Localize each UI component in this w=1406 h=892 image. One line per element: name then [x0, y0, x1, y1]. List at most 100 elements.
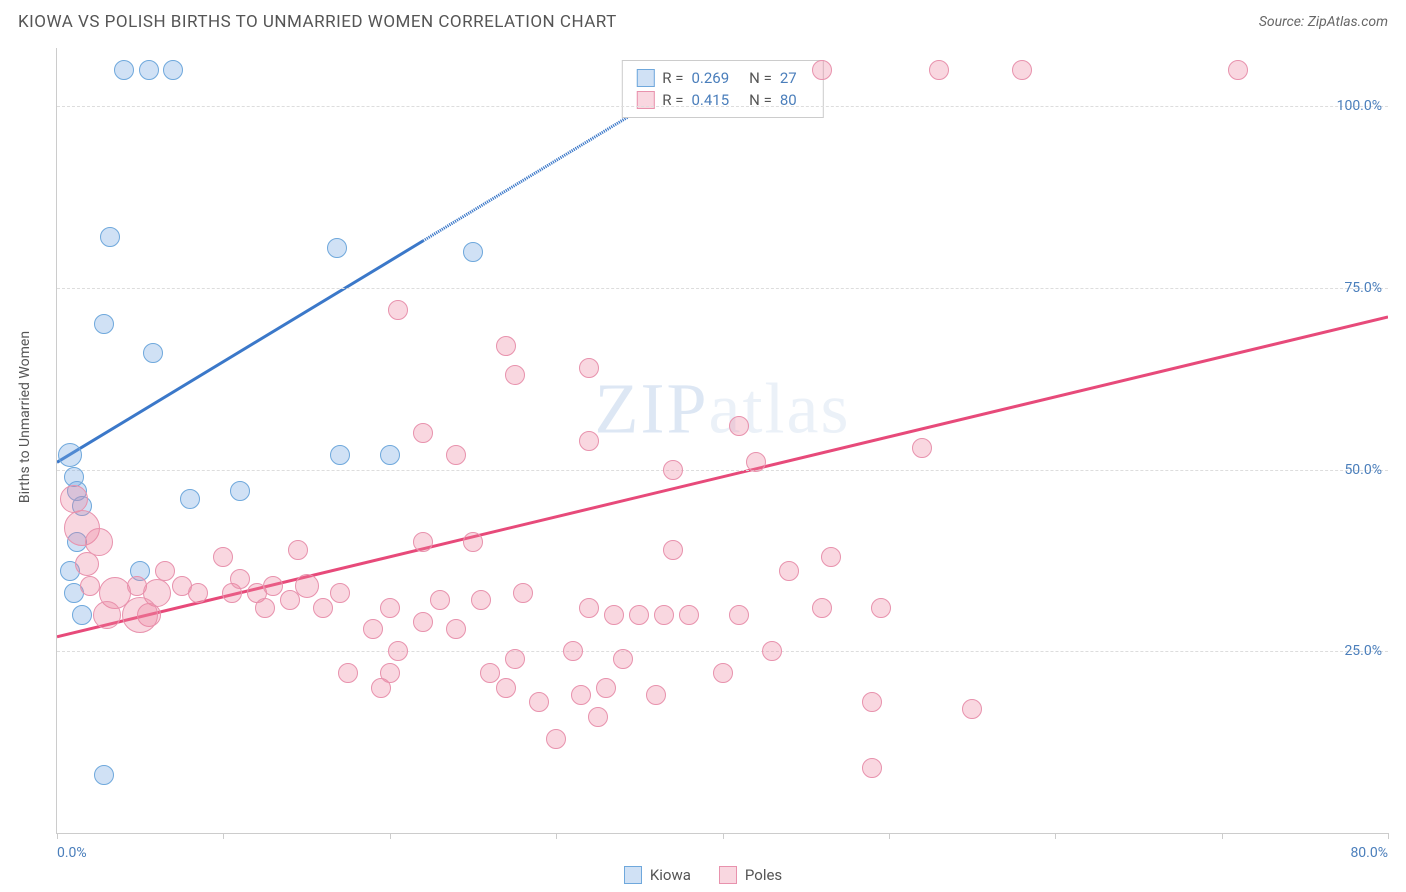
data-point [180, 489, 200, 509]
data-point [779, 561, 799, 581]
xtick-label: 80.0% [1350, 845, 1388, 861]
data-point [100, 227, 120, 247]
data-point [188, 583, 208, 603]
data-point [613, 649, 633, 669]
data-point [746, 452, 766, 472]
data-point [862, 692, 882, 712]
data-point [571, 685, 591, 705]
data-point [380, 663, 400, 683]
data-point [663, 460, 683, 480]
y-axis-label-wrap: Births to Unmarried Women [10, 0, 40, 834]
legend-swatch-poles [719, 866, 737, 884]
data-point [93, 601, 121, 629]
data-point [58, 443, 82, 467]
data-point [679, 605, 699, 625]
ytick-label: 75.0% [1344, 280, 1382, 296]
data-point [114, 60, 134, 80]
data-point [821, 547, 841, 567]
data-point [579, 431, 599, 451]
data-point [962, 699, 982, 719]
y-axis-label: Births to Unmarried Women [17, 331, 33, 503]
data-point [496, 336, 516, 356]
watermark-zip: ZIP [595, 369, 709, 449]
data-point [413, 612, 433, 632]
plot-area: ZIPatlas R = 0.269 N = 27 R = 0.415 N = … [56, 48, 1388, 834]
data-point [230, 481, 250, 501]
xtick-label: 0.0% [57, 845, 87, 861]
data-point [388, 641, 408, 661]
data-point [629, 605, 649, 625]
chart-header: KIOWA VS POLISH BIRTHS TO UNMARRIED WOME… [0, 0, 1406, 40]
swatch-kiowa [636, 69, 654, 87]
stat-r-kiowa: 0.269 [691, 69, 729, 87]
data-point [713, 663, 733, 683]
data-point [912, 438, 932, 458]
legend-item-poles: Poles [719, 866, 782, 884]
data-point [230, 569, 250, 589]
data-point [80, 576, 100, 596]
gridline-h [57, 470, 1388, 471]
data-point [604, 605, 624, 625]
data-point [471, 590, 491, 610]
data-point [812, 598, 832, 618]
xtick [556, 833, 557, 839]
stats-box: R = 0.269 N = 27 R = 0.415 N = 80 [621, 60, 823, 118]
data-point [529, 692, 549, 712]
stat-n-kiowa: 27 [780, 69, 797, 87]
legend-item-kiowa: Kiowa [624, 866, 691, 884]
gridline-h [57, 288, 1388, 289]
data-point [862, 758, 882, 778]
xtick [1055, 833, 1056, 839]
data-point [579, 358, 599, 378]
data-point [588, 707, 608, 727]
trend-line [57, 241, 423, 462]
data-point [1012, 60, 1032, 80]
data-point [1228, 60, 1248, 80]
data-point [163, 60, 183, 80]
data-point [295, 574, 319, 598]
data-point [546, 729, 566, 749]
data-point [729, 416, 749, 436]
data-point [654, 605, 674, 625]
data-point [363, 619, 383, 639]
data-point [388, 300, 408, 320]
data-point [213, 547, 233, 567]
data-point [929, 60, 949, 80]
data-point [94, 765, 114, 785]
stats-row-kiowa: R = 0.269 N = 27 [636, 67, 808, 89]
data-point [762, 641, 782, 661]
xtick [57, 833, 58, 839]
data-point [72, 605, 92, 625]
data-point [413, 423, 433, 443]
data-point [75, 552, 99, 576]
data-point [288, 540, 308, 560]
data-point [60, 485, 88, 513]
data-point [430, 590, 450, 610]
stat-n-label: N = [749, 69, 772, 87]
data-point [330, 583, 350, 603]
xtick [723, 833, 724, 839]
data-point [563, 641, 583, 661]
ytick-label: 25.0% [1344, 643, 1382, 659]
data-point [871, 598, 891, 618]
xtick [1388, 833, 1389, 839]
data-point [122, 597, 158, 633]
gridline-h [57, 651, 1388, 652]
data-point [380, 445, 400, 465]
data-point [327, 238, 347, 258]
legend-label-kiowa: Kiowa [650, 866, 691, 884]
data-point [446, 445, 466, 465]
chart-source: Source: ZipAtlas.com [1259, 14, 1388, 30]
watermark-atlas: atlas [709, 369, 851, 449]
data-point [463, 532, 483, 552]
data-point [94, 314, 114, 334]
data-point [446, 619, 466, 639]
watermark: ZIPatlas [595, 368, 851, 451]
data-point [812, 60, 832, 80]
data-point [646, 685, 666, 705]
xtick [390, 833, 391, 839]
data-point [496, 678, 516, 698]
data-point [663, 540, 683, 560]
data-point [480, 663, 500, 683]
data-point [729, 605, 749, 625]
